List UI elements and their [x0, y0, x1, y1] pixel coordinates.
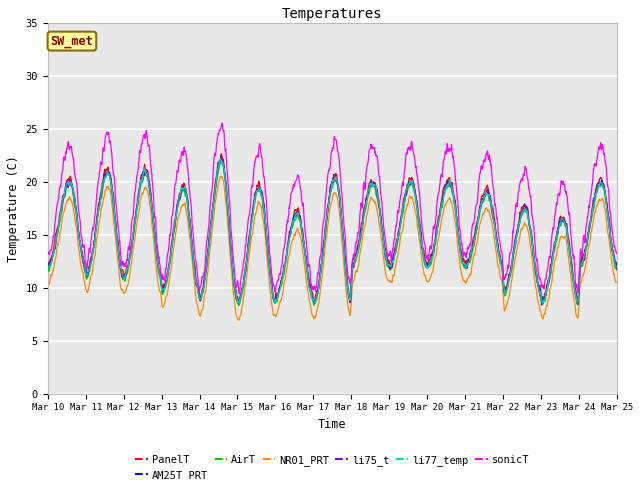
sonicT [170, 191, 178, 196]
Text: SW_met: SW_met [51, 35, 93, 48]
AM25T_PRT [613, 264, 621, 269]
AM25T_PRT [421, 261, 429, 266]
PanelT [496, 252, 504, 257]
sonicT [547, 255, 554, 261]
NR01_PRT [235, 317, 243, 323]
li77_temp [539, 300, 547, 306]
NR01_PRT [496, 272, 504, 278]
sonicT [218, 120, 226, 126]
NR01_PRT [157, 289, 164, 295]
AM25T_PRT [217, 158, 225, 164]
li75_t [157, 274, 164, 280]
AirT [44, 264, 52, 270]
Line: NR01_PRT: NR01_PRT [48, 176, 617, 320]
li75_t [574, 300, 582, 306]
sonicT [422, 246, 429, 252]
li77_temp [217, 156, 225, 162]
AM25T_PRT [170, 226, 178, 232]
li77_temp [157, 274, 164, 280]
AirT [170, 228, 178, 233]
li77_temp [44, 264, 52, 270]
AirT [217, 158, 225, 164]
NR01_PRT [44, 277, 52, 283]
PanelT [44, 267, 52, 273]
PanelT [310, 300, 318, 306]
li75_t [218, 153, 226, 159]
PanelT [157, 270, 164, 276]
PanelT [422, 257, 429, 263]
PanelT [170, 219, 178, 225]
sonicT [234, 284, 242, 289]
li75_t [234, 298, 242, 304]
Line: sonicT: sonicT [48, 123, 617, 294]
Legend: PanelT, AM25T_PRT, AirT, NR01_PRT, li75_t, li77_temp, sonicT: PanelT, AM25T_PRT, AirT, NR01_PRT, li75_… [131, 451, 533, 480]
li75_t [421, 258, 429, 264]
AirT [613, 266, 621, 272]
AM25T_PRT [157, 274, 164, 279]
AirT [422, 262, 429, 268]
AirT [496, 258, 504, 264]
AM25T_PRT [234, 301, 242, 307]
NR01_PRT [422, 273, 429, 278]
AM25T_PRT [495, 253, 503, 259]
AirT [235, 302, 243, 308]
li77_temp [495, 255, 503, 261]
X-axis label: Time: Time [318, 418, 347, 431]
Line: li77_temp: li77_temp [48, 159, 617, 303]
AirT [157, 277, 164, 283]
li75_t [613, 267, 621, 273]
sonicT [157, 266, 164, 272]
li77_temp [170, 225, 178, 230]
Line: AirT: AirT [48, 161, 617, 305]
sonicT [613, 251, 621, 256]
Title: Temperatures: Temperatures [282, 7, 383, 21]
li77_temp [547, 271, 554, 276]
Line: PanelT: PanelT [48, 154, 617, 303]
Y-axis label: Temperature (C): Temperature (C) [7, 155, 20, 262]
Line: AM25T_PRT: AM25T_PRT [48, 161, 617, 305]
li75_t [546, 273, 554, 278]
AM25T_PRT [538, 302, 546, 308]
NR01_PRT [613, 279, 621, 285]
PanelT [547, 264, 554, 270]
NR01_PRT [170, 241, 178, 247]
AM25T_PRT [44, 259, 52, 265]
AM25T_PRT [547, 273, 554, 278]
sonicT [44, 250, 52, 256]
NR01_PRT [547, 286, 554, 291]
sonicT [496, 238, 504, 244]
NR01_PRT [216, 173, 224, 179]
li77_temp [421, 259, 429, 265]
NR01_PRT [234, 317, 242, 323]
li77_temp [613, 264, 621, 269]
PanelT [234, 299, 242, 304]
li75_t [44, 262, 52, 267]
AirT [547, 273, 554, 278]
li75_t [495, 254, 503, 260]
PanelT [218, 151, 225, 156]
sonicT [236, 291, 243, 297]
PanelT [613, 262, 621, 268]
li77_temp [234, 300, 242, 306]
AirT [234, 302, 242, 308]
Line: li75_t: li75_t [48, 156, 617, 303]
li75_t [170, 226, 178, 231]
